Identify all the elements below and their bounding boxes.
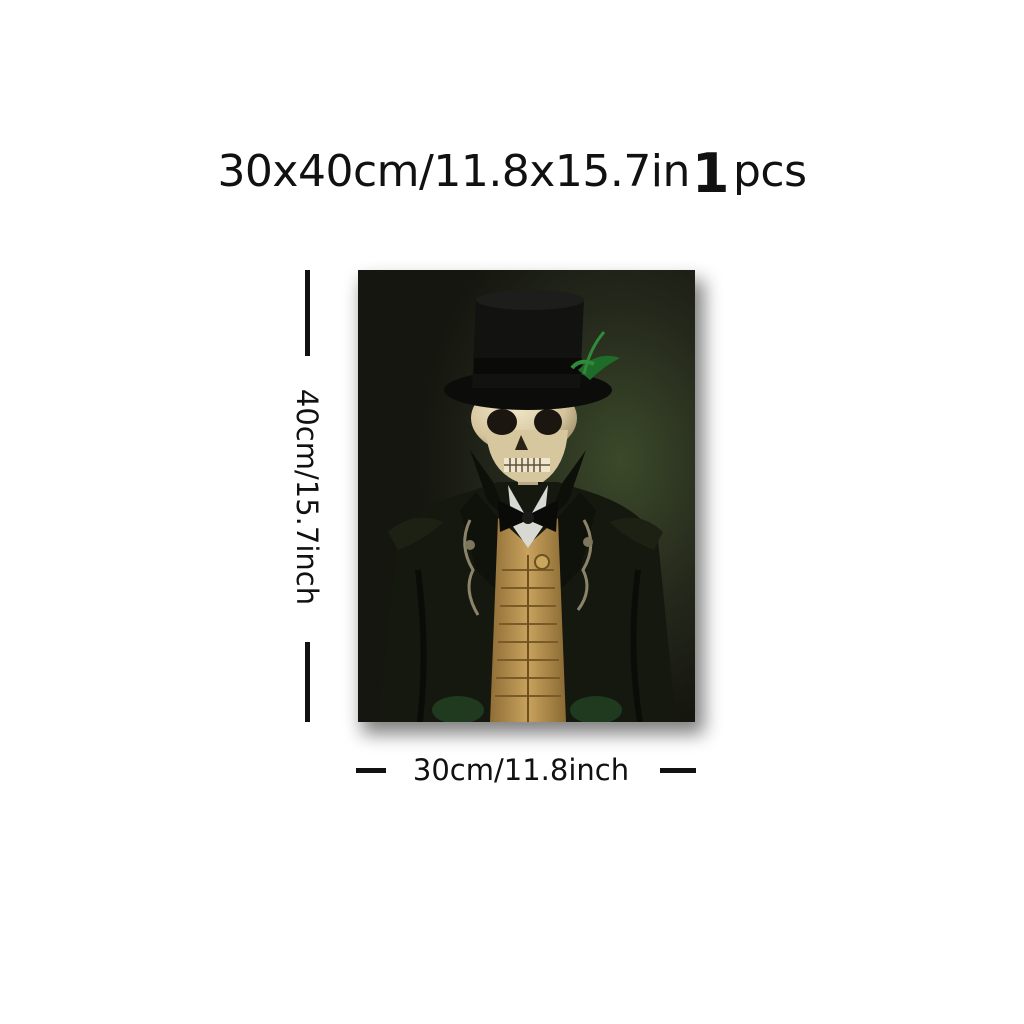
- size-text: 30x40cm/11.8x15.7in: [217, 146, 690, 197]
- height-marker-top: [305, 270, 310, 356]
- quantity-unit: pcs: [733, 146, 807, 197]
- height-marker-bottom: [305, 642, 310, 722]
- width-marker-right: [660, 768, 696, 773]
- width-label: 30cm/11.8inch: [412, 753, 630, 787]
- skeleton-portrait-painting: [358, 270, 695, 722]
- size-title: 30x40cm/11.8x15.7in1pcs: [0, 136, 1024, 205]
- quantity-number: 1: [691, 142, 730, 205]
- width-marker-left: [356, 768, 386, 773]
- height-label: 40cm/15.7inch: [290, 388, 324, 606]
